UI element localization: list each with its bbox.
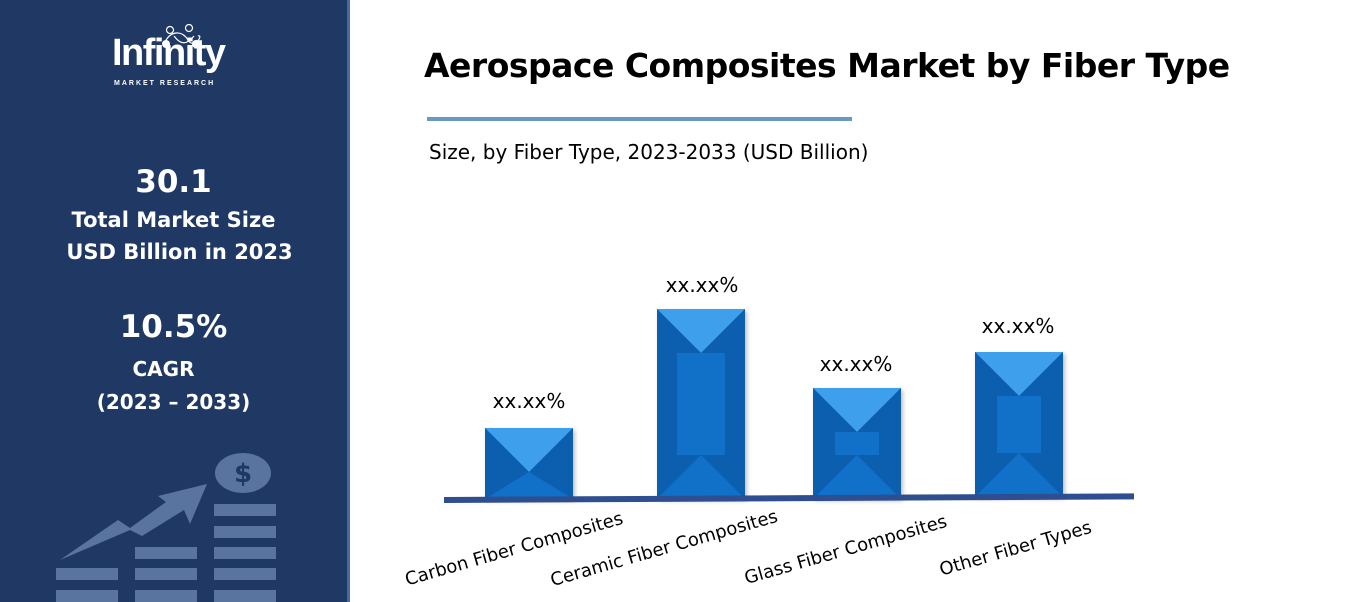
- bar-other-fiber: [975, 352, 1063, 497]
- logo-people-icon: [162, 24, 201, 48]
- logo-wordmark: Infinity: [112, 32, 226, 74]
- bar-value-label: xx.xx%: [819, 352, 893, 376]
- cagr-label: CAGR: [132, 357, 195, 381]
- bar-glass-fiber: [813, 388, 901, 499]
- bar-ceramic-fiber: [657, 309, 745, 499]
- bar-value-label: xx.xx%: [981, 314, 1055, 338]
- svg-text:$: $: [234, 459, 252, 489]
- bar-carbon-fiber: [485, 428, 573, 499]
- chart-subtitle: Size, by Fiber Type, 2023-2033 (USD Bill…: [429, 140, 869, 164]
- infinity-logo: Infinity MARKET RESEARCH: [100, 24, 250, 94]
- cagr-period: (2023 – 2033): [96, 390, 251, 414]
- growth-chart-dollar-icon: $: [56, 453, 276, 602]
- market-size-value: 30.1: [135, 164, 212, 200]
- bar-value-label: xx.xx%: [665, 273, 739, 297]
- bar-value-label: xx.xx%: [492, 389, 566, 413]
- title-underline: [427, 117, 852, 121]
- x-axis-category-label: Other Fiber Types: [936, 517, 1094, 581]
- market-size-label: Total Market Size: [71, 208, 276, 232]
- cagr-value: 10.5%: [119, 309, 228, 345]
- logo-tagline: MARKET RESEARCH: [114, 80, 216, 87]
- market-size-sublabel: USD Billion in 2023: [66, 240, 293, 264]
- sidebar-edge-divider: [347, 0, 350, 602]
- sidebar-panel: Infinity MARKET RESEARCH 30.1 Total Mark…: [0, 0, 347, 602]
- chart-title: Aerospace Composites Market by Fiber Typ…: [424, 46, 1230, 85]
